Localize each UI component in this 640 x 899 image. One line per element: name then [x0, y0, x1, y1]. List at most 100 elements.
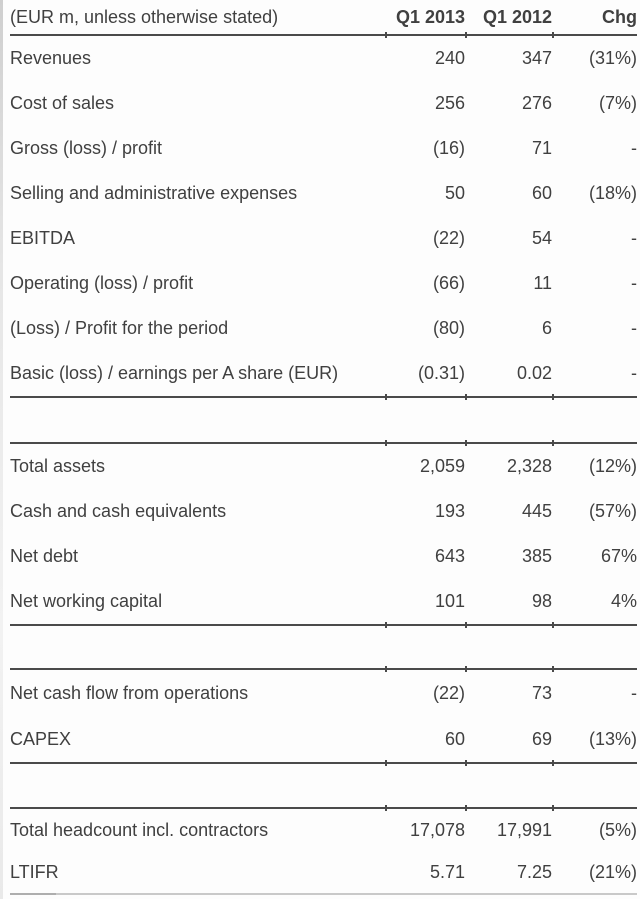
chg-value: (12%)	[588, 456, 637, 476]
table-row: EBITDA (22) 54 -	[10, 216, 637, 261]
cell-border-tick	[552, 805, 554, 811]
column-header-q1-2013: Q1 2013	[395, 6, 465, 27]
column-header-chg: Chg	[602, 6, 637, 27]
q1-2013-value: (16)	[432, 138, 465, 158]
table-row: LTIFR 5.71 7.25 (21%)	[10, 851, 637, 893]
q1-2012-value: 54	[531, 228, 552, 248]
q1-2013-value: (22)	[432, 682, 465, 703]
cell-border-tick	[465, 622, 467, 628]
section-divider-rule	[10, 622, 637, 628]
q1-2013-value: (66)	[432, 273, 465, 293]
chg-value: -	[631, 138, 637, 158]
cell-border-tick	[552, 760, 554, 766]
q1-2012-value: 11	[533, 273, 552, 293]
table-row: Gross (loss) / profit (16) 71 -	[10, 126, 637, 171]
q1-2013-value: 643	[434, 546, 465, 566]
bottom-rule-dark-segment	[10, 893, 56, 895]
q1-2013-value: 50	[444, 183, 465, 203]
chg-value: -	[631, 228, 637, 248]
section-divider-rule	[10, 440, 637, 446]
row-label: Net working capital	[10, 591, 163, 611]
chg-value: (13%)	[588, 728, 637, 749]
table-row: Selling and administrative expenses 50 60 (…	[10, 171, 637, 216]
q1-2012-value: 385	[521, 546, 552, 566]
q1-2013-value: 101	[434, 591, 465, 611]
section-cash-flow: Net cash flow from operations (22) 73 - CAPE…	[10, 670, 637, 762]
table-row: Net cash flow from operations (22) 73 -	[10, 670, 637, 716]
q1-2012-value: 71	[531, 138, 552, 158]
column-header-q1-2012: Q1 2012	[482, 6, 552, 27]
section-gap	[10, 626, 637, 668]
q1-2012-value: 69	[531, 728, 552, 749]
q1-2012-value: 73	[531, 682, 552, 703]
row-label: Cash and cash equivalents	[10, 501, 227, 521]
q1-2013-value: (0.31)	[417, 363, 465, 383]
cell-border-tick	[465, 666, 467, 672]
row-label: Cost of sales	[10, 93, 115, 113]
chg-value: (31%)	[588, 48, 637, 68]
table-row: Total headcount incl. contractors 17,078 1…	[10, 809, 637, 851]
table-row: Net debt 643 385 67%	[10, 534, 637, 579]
row-label: Gross (loss) / profit	[10, 138, 163, 158]
q1-2013-value: 60	[444, 728, 465, 749]
row-label: LTIFR	[10, 861, 59, 882]
section-divider-rule	[10, 394, 637, 400]
cell-border-tick	[552, 440, 554, 446]
table-row: Operating (loss) / profit (66) 11 -	[10, 261, 637, 306]
table-row: Basic (loss) / earnings per A share (EUR…	[10, 351, 637, 396]
section-gap	[10, 764, 637, 807]
q1-2012-value: 0.02	[516, 363, 552, 383]
cell-border-tick	[552, 32, 554, 38]
q1-2013-value: 240	[434, 48, 465, 68]
cell-border-tick	[385, 805, 387, 811]
chg-value: 4%	[610, 591, 637, 611]
q1-2012-value: 60	[531, 183, 552, 203]
row-label: EBITDA	[10, 228, 76, 248]
chg-value: (18%)	[588, 183, 637, 203]
table-row: Total assets 2,059 2,328 (12%)	[10, 444, 637, 489]
section-balance-sheet: Total assets 2,059 2,328 (12%) Cash and cash…	[10, 444, 637, 624]
chg-value: -	[631, 363, 637, 383]
table-row: Cost of sales 256 276 (7%)	[10, 81, 637, 126]
table-row: Cash and cash equivalents 193 445 (57%)	[10, 489, 637, 534]
cell-border-tick	[465, 394, 467, 400]
table-row: Revenues 240 347 (31%)	[10, 36, 637, 81]
cell-border-tick	[385, 622, 387, 628]
row-label: Total headcount incl. contractors	[10, 819, 269, 840]
cell-border-tick	[385, 760, 387, 766]
section-divider-rule	[10, 760, 637, 766]
chg-value: -	[631, 682, 637, 703]
cell-border-tick	[465, 760, 467, 766]
q1-2012-value: 276	[521, 93, 552, 113]
header-rule	[10, 32, 637, 38]
cell-border-tick	[552, 666, 554, 672]
q1-2013-value: (80)	[432, 318, 465, 338]
section-gap	[10, 398, 637, 442]
left-edge-artifact	[0, 0, 3, 899]
table-row: CAPEX 60 69 (13%)	[10, 716, 637, 762]
q1-2013-value: 193	[434, 501, 465, 521]
chg-value: (21%)	[588, 861, 637, 882]
row-label: (Loss) / Profit for the period	[10, 318, 229, 338]
row-label: CAPEX	[10, 728, 72, 749]
q1-2012-value: 2,328	[506, 456, 552, 476]
section-other-metrics: Total headcount incl. contractors 17,078 1…	[10, 809, 637, 893]
cell-border-tick	[385, 666, 387, 672]
row-label: Net cash flow from operations	[10, 682, 249, 703]
chg-value: (57%)	[588, 501, 637, 521]
row-label: Revenues	[10, 48, 92, 68]
q1-2012-value: 445	[521, 501, 552, 521]
table-row: (Loss) / Profit for the period (80) 6 -	[10, 306, 637, 351]
q1-2012-value: 347	[521, 48, 552, 68]
cell-border-tick	[385, 440, 387, 446]
q1-2012-value: 6	[541, 318, 552, 338]
cell-border-tick	[385, 394, 387, 400]
q1-2013-value: 2,059	[419, 456, 465, 476]
cell-border-tick	[465, 32, 467, 38]
q1-2012-value: 98	[531, 591, 552, 611]
chg-value: (5%)	[598, 819, 637, 840]
row-label: Operating (loss) / profit	[10, 273, 194, 293]
chg-value: -	[631, 273, 637, 293]
